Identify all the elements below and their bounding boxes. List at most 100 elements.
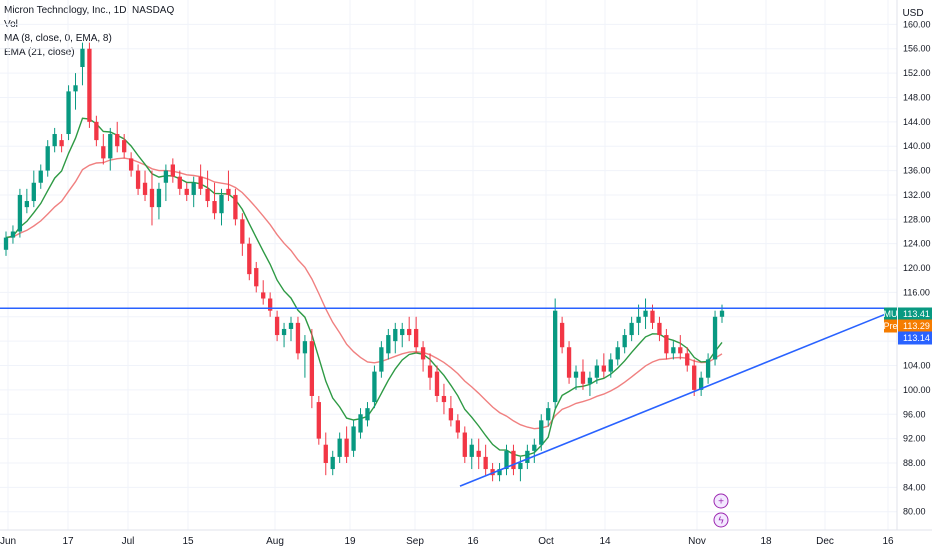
price-tick-label: 80.00	[903, 507, 926, 517]
earnings-icon	[713, 512, 729, 528]
legend-ema[interactable]: EMA (21, close)	[4, 47, 75, 58]
candle-body	[31, 182, 36, 202]
time-tick-label: 14	[599, 536, 611, 547]
candle-body	[344, 438, 349, 457]
candle-body	[525, 450, 530, 463]
candle-body	[38, 170, 43, 183]
candle-body	[66, 91, 71, 135]
candle-body	[511, 450, 516, 470]
candle-body	[261, 292, 266, 299]
earnings-icon-glyph: ϟ	[718, 516, 724, 527]
candle-body	[163, 170, 169, 183]
candle-body	[149, 188, 155, 208]
price-tick-label: 136.00	[903, 166, 931, 176]
candle-body	[441, 395, 447, 403]
candle-body	[629, 322, 634, 336]
time-tick-label: Jul	[122, 536, 135, 547]
candle-body	[608, 359, 613, 372]
candle-body	[212, 201, 217, 214]
candle-body	[559, 322, 565, 348]
candle-body	[400, 328, 405, 336]
pre-badge-value: 113.29	[903, 321, 930, 331]
ma-8-line	[5, 117, 723, 457]
time-tick-label: Sep	[406, 536, 424, 547]
candle-body	[664, 335, 669, 354]
candle-body	[643, 310, 648, 317]
candle-body	[87, 48, 92, 122]
candle-body	[73, 85, 78, 92]
candle-body	[712, 316, 718, 360]
candle-body	[295, 322, 301, 354]
candle-body	[281, 328, 287, 336]
ema-line-group	[5, 157, 723, 430]
time-tick-label: 19	[344, 536, 356, 547]
candles	[3, 42, 725, 482]
candle-body	[170, 164, 175, 177]
candle-body	[587, 377, 593, 384]
price-badges: MU 113.41 Pre 113.29 113.14	[883, 307, 932, 345]
ema-21-line	[5, 157, 723, 430]
candle-body	[337, 438, 342, 457]
pre-badge-value-box	[898, 319, 932, 333]
trend-line[interactable]	[459, 308, 898, 487]
price-tick-label: 156.00	[903, 44, 931, 54]
candle-body	[379, 347, 384, 372]
candle-body	[566, 347, 572, 378]
price-tick-label: 88.00	[903, 458, 926, 468]
line-value-box	[898, 331, 932, 345]
candle-body	[580, 371, 586, 384]
candle-body	[601, 365, 606, 372]
candle-body	[705, 359, 711, 378]
legend-ma[interactable]: MA (8, close, 0, EMA, 8)	[4, 33, 112, 44]
candle-body	[101, 146, 106, 159]
candle-body	[226, 188, 231, 195]
candle-body	[52, 134, 57, 147]
candle-body	[94, 121, 99, 141]
price-tick-label: 116.00	[903, 287, 930, 297]
candle-body	[240, 219, 245, 244]
candle-body	[594, 365, 600, 378]
currency-label: USD	[902, 8, 923, 19]
price-tick-label: 132.00	[903, 190, 931, 200]
time-tick-label: Jun	[0, 536, 16, 547]
candle-body	[650, 310, 655, 323]
candle-body	[413, 328, 419, 348]
candle-body	[351, 426, 356, 451]
time-tick-label: 18	[760, 536, 772, 547]
candle-body	[692, 365, 697, 390]
time-axis[interactable]: Jun 17 Jul 15 Aug 19 Sep 16 Oct 14 Nov 18 Dec 16	[0, 536, 894, 547]
time-tick-label: 16	[467, 536, 479, 547]
candle-body	[219, 194, 224, 214]
time-tick-label: Oct	[538, 536, 554, 547]
candle-body	[539, 420, 544, 445]
candle-body	[108, 134, 113, 159]
candle-body	[462, 432, 467, 457]
time-tick-label: Aug	[266, 536, 284, 547]
candle-body	[128, 158, 134, 171]
candle-body	[142, 182, 148, 195]
candle-body	[483, 456, 488, 470]
price-axis[interactable]: 80.0084.0088.0092.0096.00100.00104.00108…	[903, 19, 931, 516]
legend-symbol[interactable]: Micron Technology, Inc., 1D, NASDAQ	[4, 5, 175, 16]
line-value: 113.14	[903, 333, 930, 343]
price-tick-label: 152.00	[903, 68, 931, 78]
candle-body	[671, 347, 676, 354]
candle-body	[177, 176, 182, 189]
time-tick-label: 16	[882, 536, 894, 547]
candle-body	[198, 176, 203, 189]
candle-body	[365, 408, 370, 421]
candle-body	[448, 408, 454, 421]
candle-body	[247, 243, 252, 275]
dividend-icon	[713, 493, 729, 509]
candle-body	[685, 353, 690, 366]
candle-body	[532, 444, 537, 451]
event-icons[interactable]: +ϟ	[713, 493, 729, 528]
candle-body	[407, 328, 412, 336]
pre-badge-label: Pre	[883, 321, 897, 331]
candle-body	[233, 194, 238, 220]
candle-body	[636, 316, 641, 323]
price-tick-label: 160.00	[903, 19, 931, 29]
candle-body	[302, 341, 308, 354]
candle-body	[476, 450, 481, 457]
